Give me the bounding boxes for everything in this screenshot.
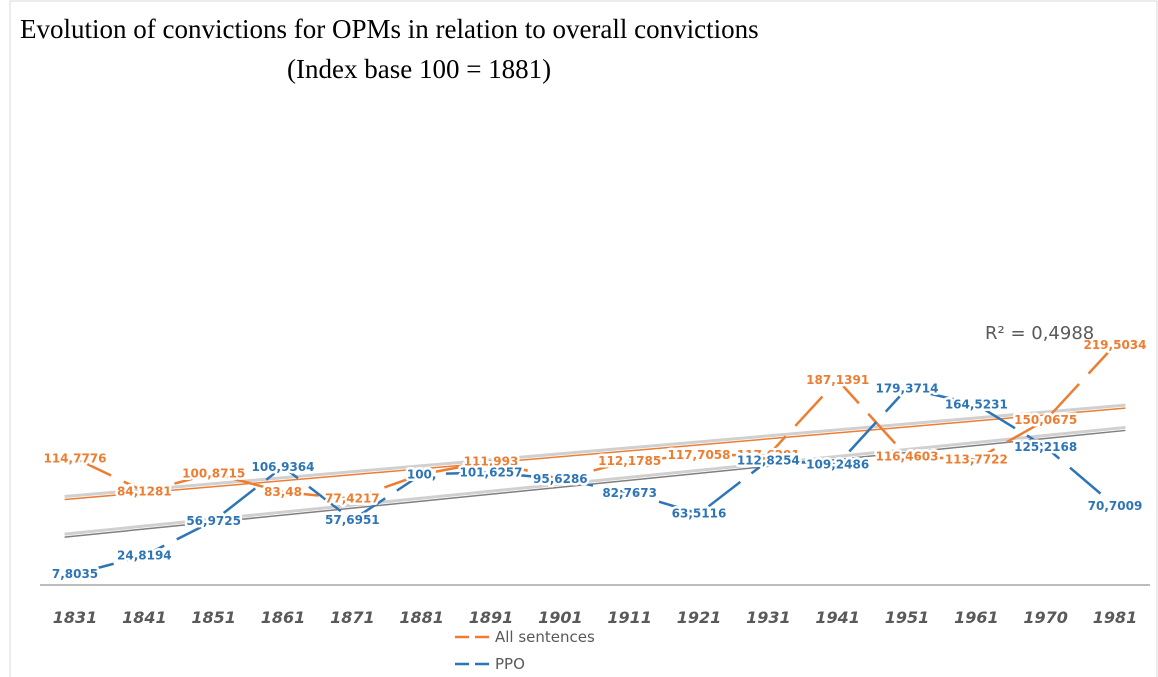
- data-label: 112,8254: [737, 453, 800, 467]
- data-label: 100,: [407, 467, 437, 481]
- series-line: [74, 387, 1116, 576]
- trendline: [64, 407, 1126, 501]
- annotation: R² = 0,4988: [985, 323, 1094, 344]
- x-tick-label: 1901: [538, 608, 583, 627]
- data-label: 164,5231: [945, 397, 1008, 411]
- data-label: 77,4217: [325, 492, 380, 506]
- data-label: 84,1281: [117, 484, 172, 498]
- data-label: 113,7722: [945, 452, 1008, 466]
- x-tick-label: 1921: [677, 608, 722, 627]
- x-tick-label: 1831: [53, 608, 98, 627]
- x-tick-label: 1851: [191, 608, 236, 627]
- data-label: 63,5116: [672, 507, 727, 521]
- x-tick-label: 1951: [885, 608, 930, 627]
- trendline-shadow: [64, 425, 1126, 536]
- data-label: 70,7009: [1088, 499, 1143, 513]
- data-label: 24,8194: [117, 549, 172, 563]
- data-label: 95,6286: [533, 472, 588, 486]
- data-label: 150,0675: [1014, 413, 1077, 427]
- x-tick-label: 1841: [122, 608, 167, 627]
- trendline-shadow: [64, 403, 1126, 499]
- data-label: 117,7058: [667, 448, 730, 462]
- x-tick-label: 1970: [1023, 608, 1068, 627]
- x-tick-label: 1911: [607, 608, 652, 627]
- data-label: 100,8715: [182, 466, 245, 480]
- data-label: 82,7673: [602, 486, 657, 500]
- data-label: 219,5034: [1083, 338, 1146, 352]
- x-tick-label: 1981: [1093, 608, 1138, 627]
- x-tick-label: 1941: [815, 608, 860, 627]
- data-label: 179,3714: [875, 381, 938, 395]
- series-line: [74, 344, 1116, 500]
- x-tick-label: 1961: [954, 608, 999, 627]
- chart-border: [9, 0, 1158, 677]
- legend-label: PPO: [495, 655, 525, 673]
- x-tick-label: 1931: [746, 608, 791, 627]
- data-label: 116,4603: [875, 449, 938, 463]
- chart-subtitle: (Index base 100 = 1881): [287, 54, 551, 84]
- data-label: 187,1391: [806, 373, 869, 387]
- data-label: 56,9725: [186, 514, 241, 528]
- legend-label: All sentences: [495, 628, 595, 646]
- x-tick-label: 1871: [330, 608, 375, 627]
- chart-title: Evolution of convictions for OPMs in rel…: [20, 14, 759, 44]
- data-label: 111,993: [464, 454, 519, 468]
- data-label: 106,9364: [251, 460, 314, 474]
- data-label: 112,1785: [598, 454, 661, 468]
- data-label: 57,6951: [325, 513, 380, 527]
- data-label: 125,2168: [1014, 440, 1077, 454]
- data-label: 95,5186: [533, 472, 588, 486]
- data-label: 83,48: [264, 485, 302, 499]
- trendline: [64, 429, 1126, 538]
- x-tick-label: 1891: [469, 608, 514, 627]
- x-tick-label: 1881: [399, 608, 444, 627]
- data-label: 101,6257: [459, 466, 522, 480]
- x-tick-label: 1861: [261, 608, 306, 627]
- data-label: 7,8035: [52, 567, 98, 581]
- data-label: 109,2486: [806, 457, 869, 471]
- data-label: 114,7776: [43, 451, 106, 465]
- data-label: 117,6291: [737, 448, 800, 462]
